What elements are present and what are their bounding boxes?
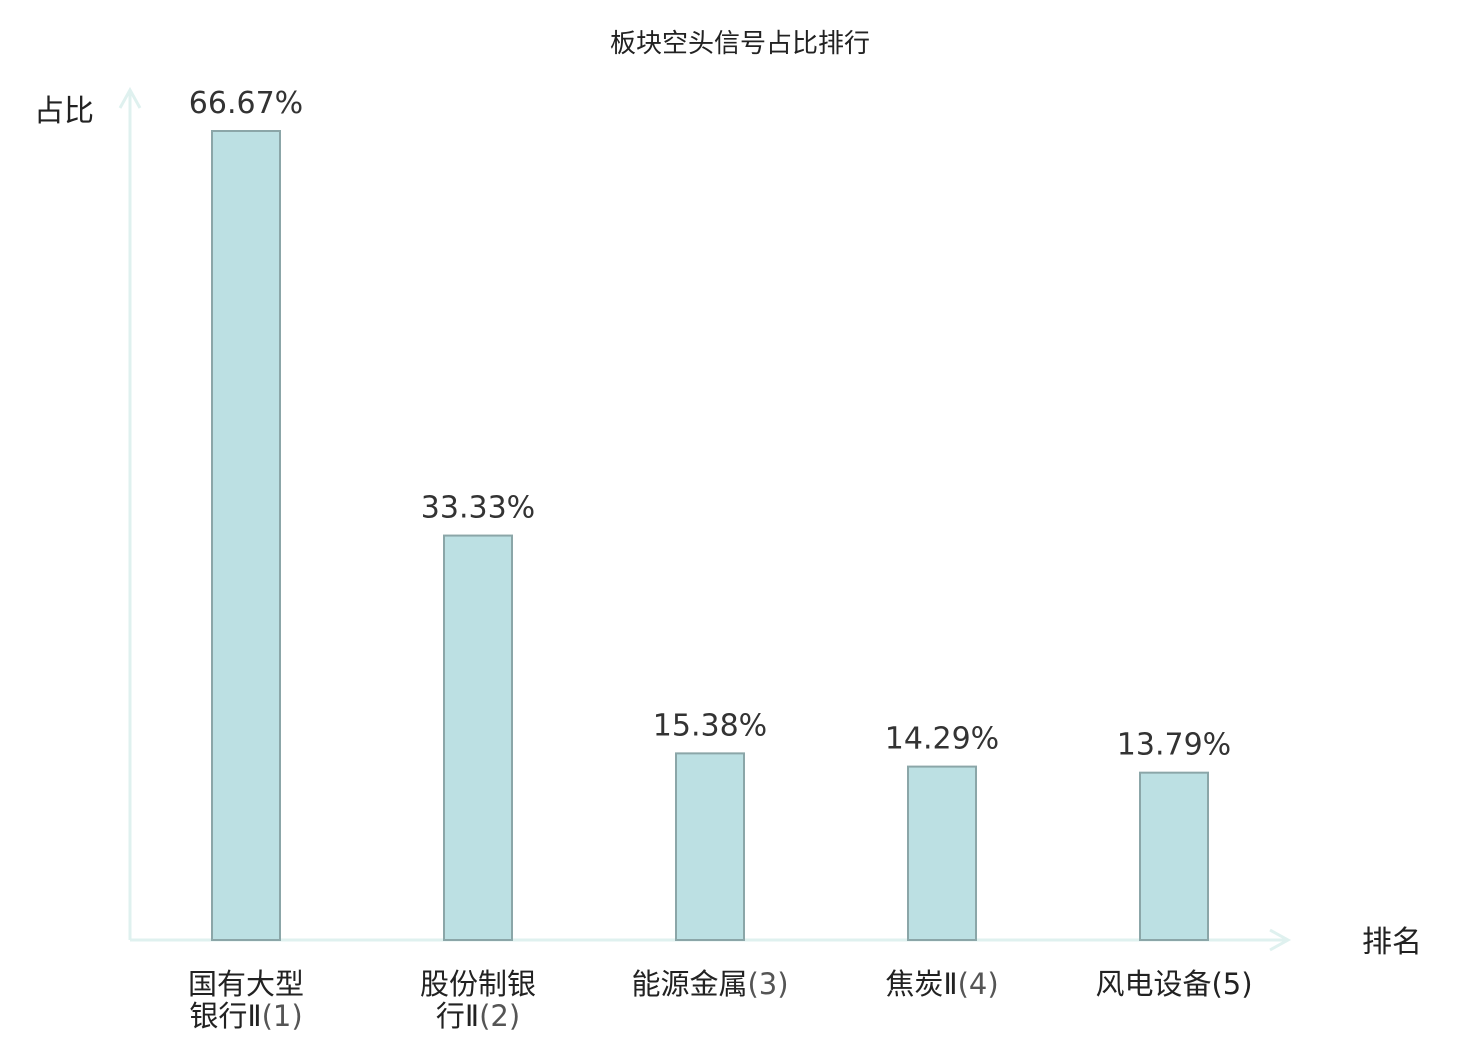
y-axis [118, 86, 142, 940]
category-rank: (1) [262, 999, 303, 1033]
category-label: 股份制银 [420, 967, 536, 1001]
category-rank: (4) [958, 967, 999, 1001]
bar [1139, 771, 1209, 941]
category-rank: (2) [479, 999, 520, 1033]
value-label: 33.33% [421, 491, 535, 526]
category-label: 风电设备(5) [1095, 967, 1252, 1001]
category-rank: (3) [747, 967, 788, 1001]
category-label: 焦炭Ⅱ(4) [885, 967, 998, 1001]
category-label: 行Ⅱ(2) [436, 999, 520, 1033]
chart-title: 板块空头信号占比排行 [610, 29, 870, 59]
y-axis-arrow [118, 86, 142, 109]
value-label: 13.79% [1117, 728, 1231, 763]
category-label: 国有大型 [188, 967, 304, 1001]
bar [211, 130, 281, 941]
category-rank: (5) [1211, 967, 1252, 1001]
category-label: 银行Ⅱ(1) [189, 999, 302, 1033]
bar [907, 765, 977, 942]
x-axis-arrow [1269, 928, 1292, 952]
value-label: 66.67% [189, 86, 303, 121]
bars [211, 130, 1209, 942]
y-axis-label: 占比 [34, 94, 94, 129]
value-label: 14.29% [885, 722, 999, 757]
value-labels: 66.67% 33.33% 15.38% 14.29% 13.79% [189, 86, 1231, 763]
x-axis-label: 排名 [1362, 925, 1422, 960]
value-label: 15.38% [653, 708, 767, 743]
bar [675, 752, 745, 942]
bar [443, 534, 513, 941]
category-label: 能源金属(3) [631, 967, 788, 1001]
